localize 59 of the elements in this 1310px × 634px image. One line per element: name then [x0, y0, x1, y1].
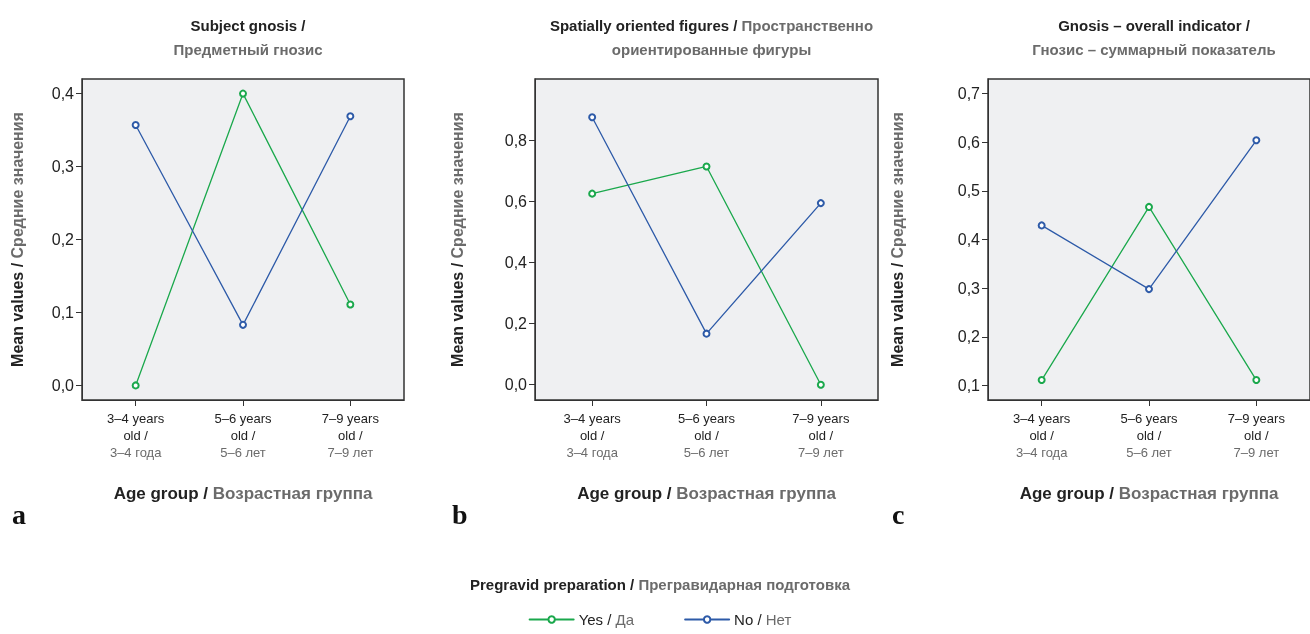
chart-title: Gnosis – overall indicator / Гнозис – суммарный показатель [1032, 16, 1276, 58]
y-tick-label: 0,3 [957, 279, 981, 297]
chart-title: Spatially oriented figures / Пространственно ориентированные фигуры [549, 16, 874, 58]
x-tick-label: 3–4 years old / 3–4 года [1013, 411, 1071, 460]
x-tick-label: 3–4 years old / 3–4 года [563, 411, 622, 460]
point [346, 300, 355, 309]
point [1252, 136, 1261, 145]
y-tick-label: 0,6 [957, 133, 981, 151]
x-axis-title: Age group / Возрастная группа [577, 484, 837, 503]
x-tick-label: 5–6 years old / 5–6 лет [677, 411, 736, 460]
legend-title: Pregravid preparation / Прегравидарная подготовка [470, 576, 851, 593]
point [588, 113, 597, 122]
text: a [12, 498, 26, 530]
y-tick-label: 0,2 [957, 328, 981, 346]
point [702, 162, 711, 171]
y-tick-label: 0,7 [957, 85, 981, 103]
y-tick-label: 0,5 [957, 182, 981, 200]
point [131, 381, 140, 390]
x-axis-title: Age group / Возрастная группа [1019, 484, 1279, 503]
point [1252, 376, 1261, 385]
y-tick-label: 0,4 [957, 231, 981, 248]
y-tick-label: 0,1 [957, 376, 981, 394]
y-tick-label: 0,2 [504, 315, 528, 333]
text: b [452, 498, 468, 530]
x-tick-label: 5–6 years old / 5–6 лет [214, 411, 273, 460]
y-tick-label: 0,3 [51, 158, 75, 176]
y-tick-label: 0,2 [51, 231, 75, 248]
point [816, 380, 825, 389]
y-tick-label: 0,6 [504, 192, 528, 210]
y-axis-title: Mean values / Средние значения [888, 112, 906, 367]
y-axis-title: Mean values / Средние значения [448, 112, 466, 367]
x-tick-label: 7–9 years old / 7–9 лет [321, 411, 380, 460]
point [588, 189, 597, 198]
point [239, 320, 247, 329]
x-tick-label: 5–6 years old / 5–6 лет [1120, 411, 1179, 460]
point [131, 120, 140, 129]
point [702, 329, 711, 338]
y-tick-label: 0,4 [51, 85, 75, 103]
point [816, 199, 825, 208]
y-tick-label: 0,1 [51, 303, 75, 321]
x-axis-title: Age group / Возрастная группа [113, 484, 373, 503]
point [1037, 221, 1046, 230]
y-axis-title: Mean values / Средние значения [8, 112, 26, 367]
text: c [892, 498, 905, 530]
y-tick-label: 0,4 [504, 253, 528, 271]
point [239, 89, 247, 98]
y-tick-label: 0,8 [504, 131, 528, 149]
point [1145, 202, 1153, 211]
point [346, 112, 355, 121]
legend-label: Yes / Да [578, 611, 635, 628]
y-tick-label: 0,0 [51, 376, 75, 394]
point [1037, 376, 1046, 385]
legend-label: No / Нет [734, 611, 792, 628]
x-tick-label: 3–4 years old / 3–4 года [107, 411, 165, 460]
chart-title: Subject gnosis / Предметный гнозис [173, 16, 323, 58]
x-tick-label: 7–9 years old / 7–9 лет [792, 411, 850, 460]
y-tick-label: 0,0 [504, 376, 528, 394]
point [1145, 285, 1153, 294]
x-tick-label: 7–9 years old / 7–9 лет [1227, 411, 1286, 460]
